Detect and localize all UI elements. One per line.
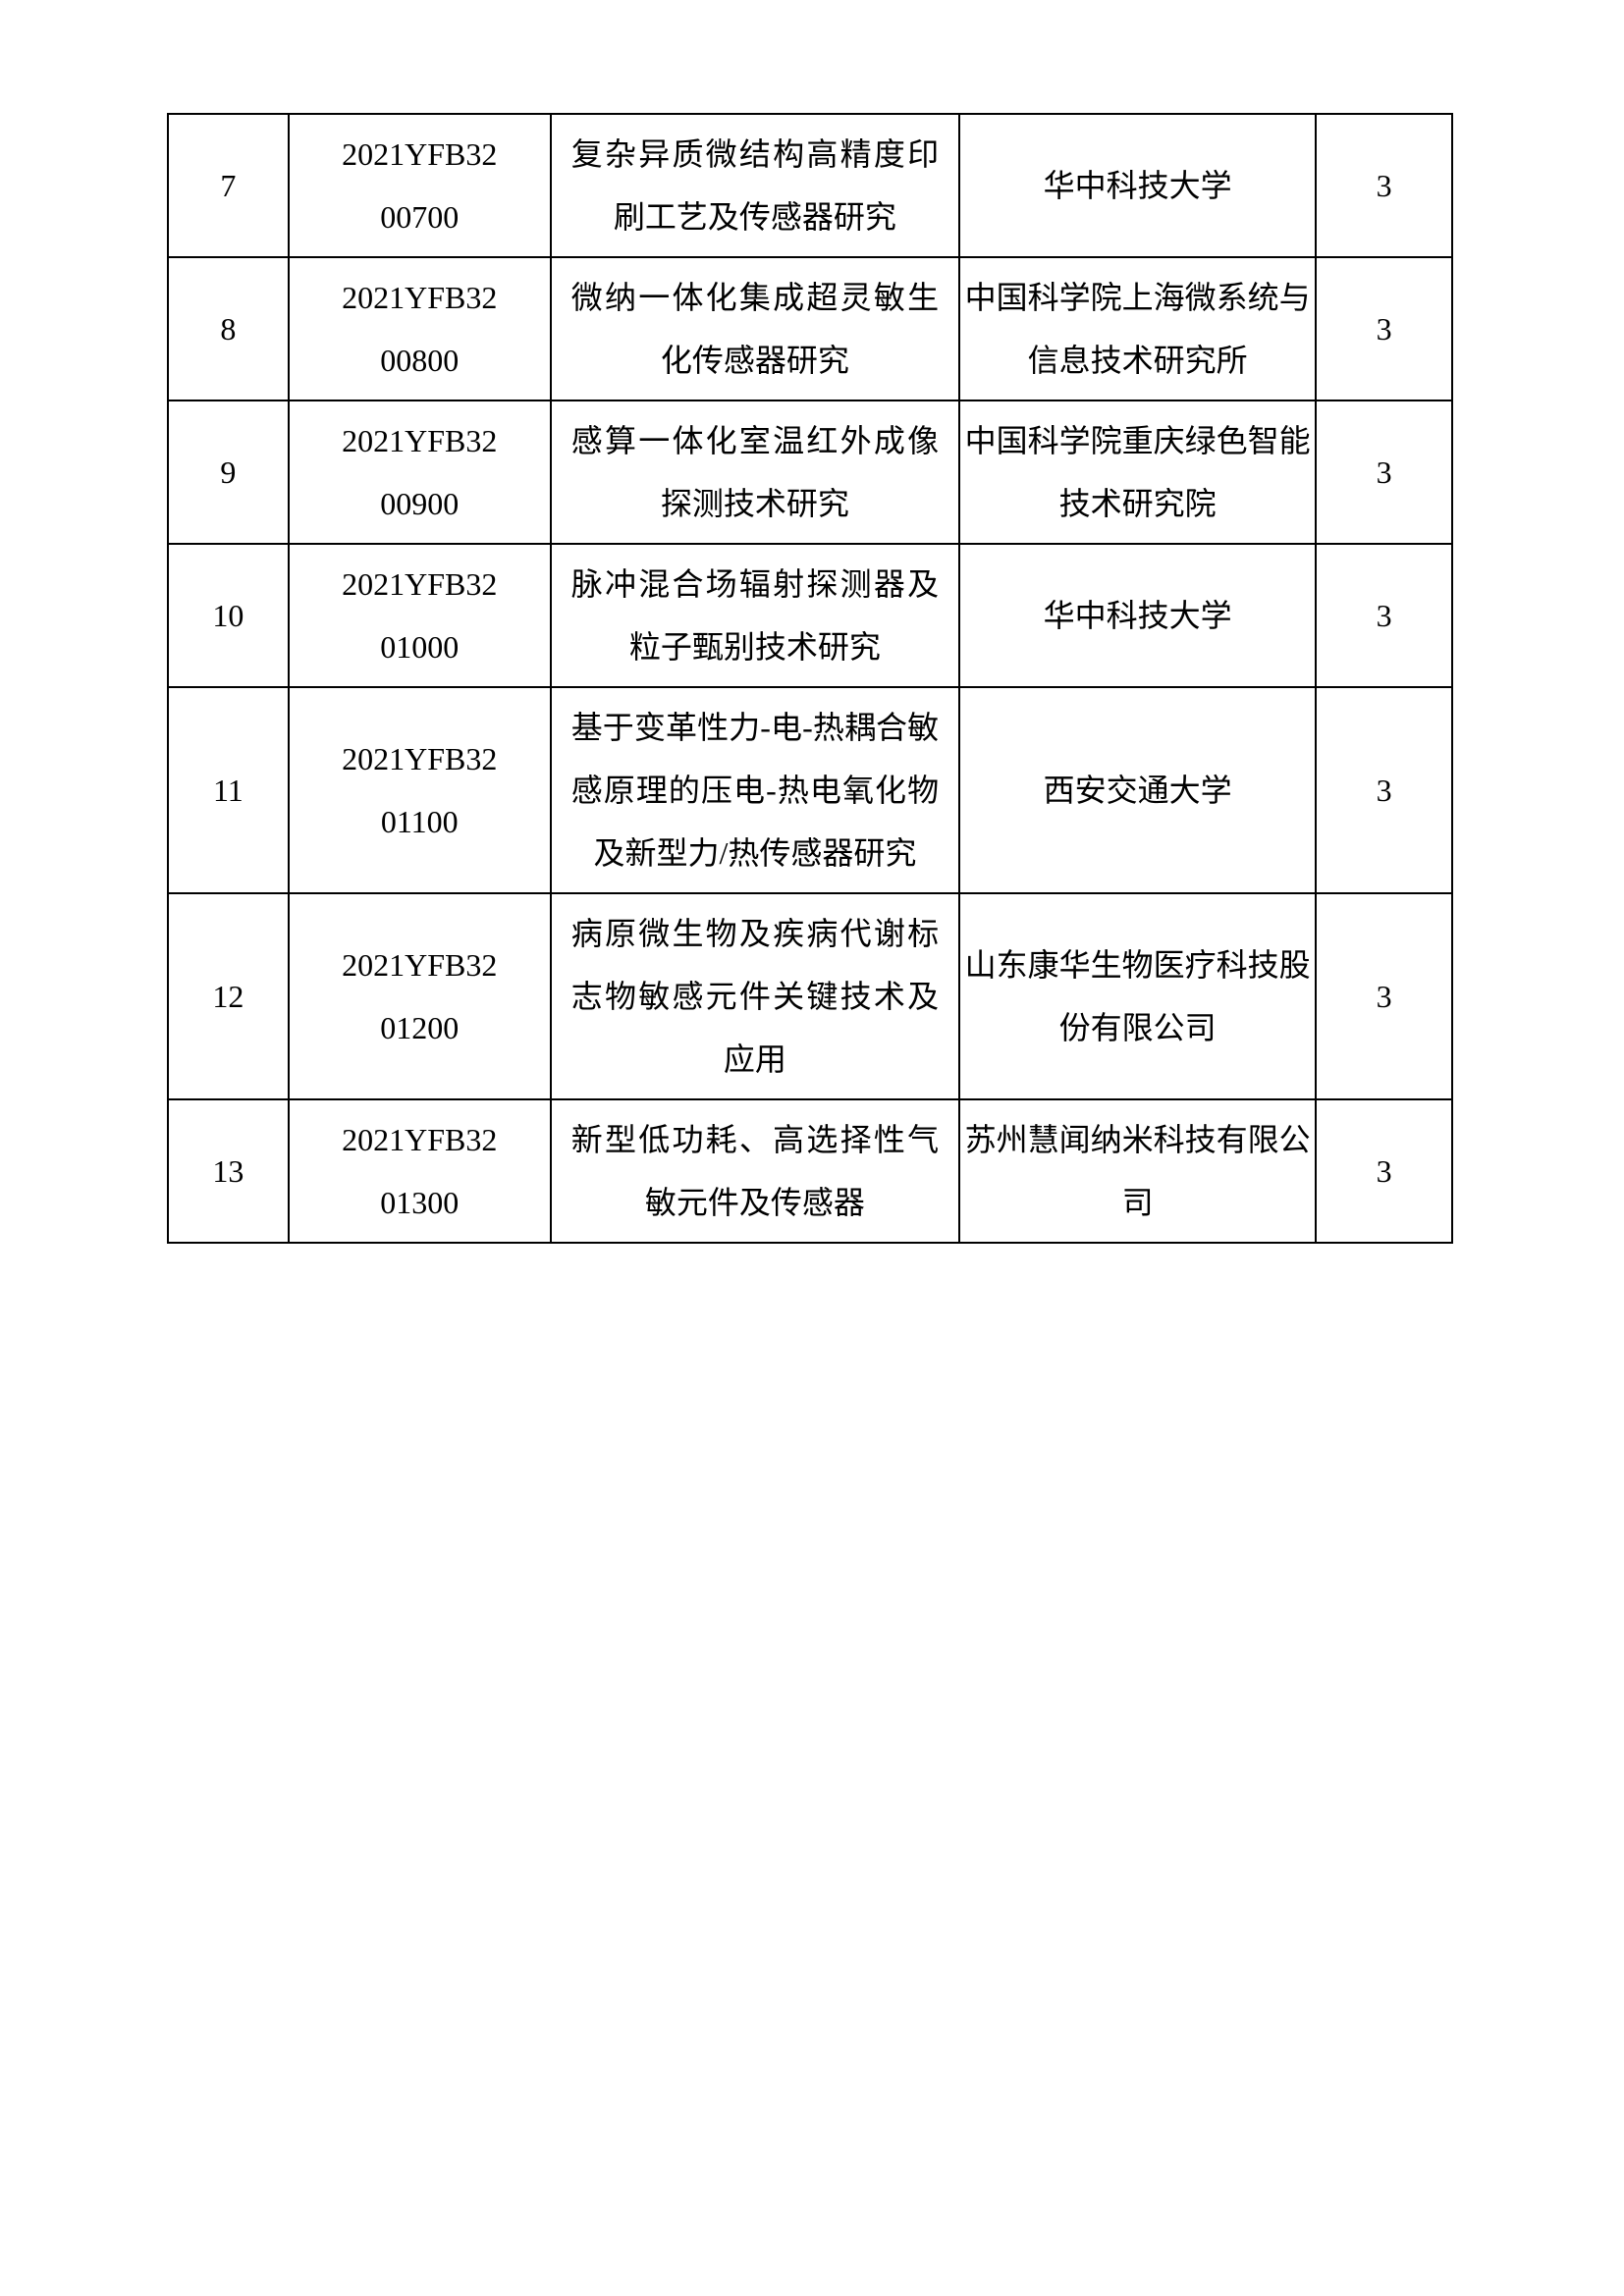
code-line1: 2021YFB32: [342, 947, 497, 983]
cell-title: 复杂异质微结构高精度印刷工艺及传感器研究: [551, 114, 959, 257]
cell-org: 山东康华生物医疗科技股份有限公司: [959, 893, 1316, 1099]
cell-count: 3: [1316, 544, 1452, 687]
code-line2: 01100: [381, 804, 459, 839]
cell-count: 3: [1316, 893, 1452, 1099]
cell-code: 2021YFB32 00700: [289, 114, 551, 257]
table-row: 11 2021YFB32 01100 基于变革性力-电-热耦合敏感原理的压电-热电氧化…: [168, 687, 1452, 893]
code-line1: 2021YFB32: [342, 280, 497, 315]
cell-number: 13: [168, 1099, 289, 1243]
cell-title: 基于变革性力-电-热耦合敏感原理的压电-热电氧化物及新型力/热传感器研究: [551, 687, 959, 893]
cell-number: 7: [168, 114, 289, 257]
cell-org: 苏州慧闻纳米科技有限公司: [959, 1099, 1316, 1243]
cell-code: 2021YFB32 00900: [289, 400, 551, 544]
cell-org: 中国科学院重庆绿色智能技术研究院: [959, 400, 1316, 544]
cell-title: 感算一体化室温红外成像探测技术研究: [551, 400, 959, 544]
cell-count: 3: [1316, 687, 1452, 893]
cell-org: 华中科技大学: [959, 114, 1316, 257]
cell-count: 3: [1316, 114, 1452, 257]
cell-title: 微纳一体化集成超灵敏生化传感器研究: [551, 257, 959, 400]
cell-number: 10: [168, 544, 289, 687]
code-line2: 00800: [380, 343, 459, 378]
table-row: 7 2021YFB32 00700 复杂异质微结构高精度印刷工艺及传感器研究华中科技大…: [168, 114, 1452, 257]
code-line1: 2021YFB32: [342, 566, 497, 602]
cell-code: 2021YFB32 01100: [289, 687, 551, 893]
cell-code: 2021YFB32 01300: [289, 1099, 551, 1243]
table-row: 10 2021YFB32 01000 脉冲混合场辐射探测器及粒子甄别技术研究华中科技大…: [168, 544, 1452, 687]
cell-title: 新型低功耗、高选择性气敏元件及传感器: [551, 1099, 959, 1243]
code-line1: 2021YFB32: [342, 423, 497, 458]
cell-title: 病原微生物及疾病代谢标志物敏感元件关键技术及应用: [551, 893, 959, 1099]
cell-number: 8: [168, 257, 289, 400]
cell-number: 9: [168, 400, 289, 544]
code-line1: 2021YFB32: [342, 741, 497, 776]
code-line2: 01000: [380, 629, 459, 665]
cell-title: 脉冲混合场辐射探测器及粒子甄别技术研究: [551, 544, 959, 687]
table-row: 12 2021YFB32 01200 病原微生物及疾病代谢标志物敏感元件关键技术及应用…: [168, 893, 1452, 1099]
code-line2: 01200: [380, 1010, 459, 1045]
table-row: 8 2021YFB32 00800 微纳一体化集成超灵敏生化传感器研究中国科学院上海微…: [168, 257, 1452, 400]
cell-number: 12: [168, 893, 289, 1099]
cell-org: 中国科学院上海微系统与信息技术研究所: [959, 257, 1316, 400]
cell-org: 西安交通大学: [959, 687, 1316, 893]
cell-count: 3: [1316, 400, 1452, 544]
data-table: 72021YFB3200700复杂异质微结构高精度印刷工艺及传感器研究华中科技大…: [167, 113, 1453, 1244]
table-row: 13 2021YFB32 01300 新型低功耗、高选择性气敏元件及传感器苏州慧闻纳米…: [168, 1099, 1452, 1243]
code-line2: 00700: [380, 199, 459, 235]
cell-org: 华中科技大学: [959, 544, 1316, 687]
code-line2: 01300: [380, 1185, 459, 1220]
code-line1: 2021YFB32: [342, 1122, 497, 1157]
cell-number: 11: [168, 687, 289, 893]
cell-code: 2021YFB32 00800: [289, 257, 551, 400]
cell-code: 2021YFB32 01200: [289, 893, 551, 1099]
code-line2: 00900: [380, 486, 459, 521]
code-line1: 2021YFB32: [342, 136, 497, 172]
table-row: 9 2021YFB32 00900 感算一体化室温红外成像探测技术研究中国科学院重庆绿…: [168, 400, 1452, 544]
cell-count: 3: [1316, 257, 1452, 400]
table-container: 72021YFB3200700复杂异质微结构高精度印刷工艺及传感器研究华中科技大…: [167, 113, 1453, 1244]
cell-count: 3: [1316, 1099, 1452, 1243]
cell-code: 2021YFB32 01000: [289, 544, 551, 687]
